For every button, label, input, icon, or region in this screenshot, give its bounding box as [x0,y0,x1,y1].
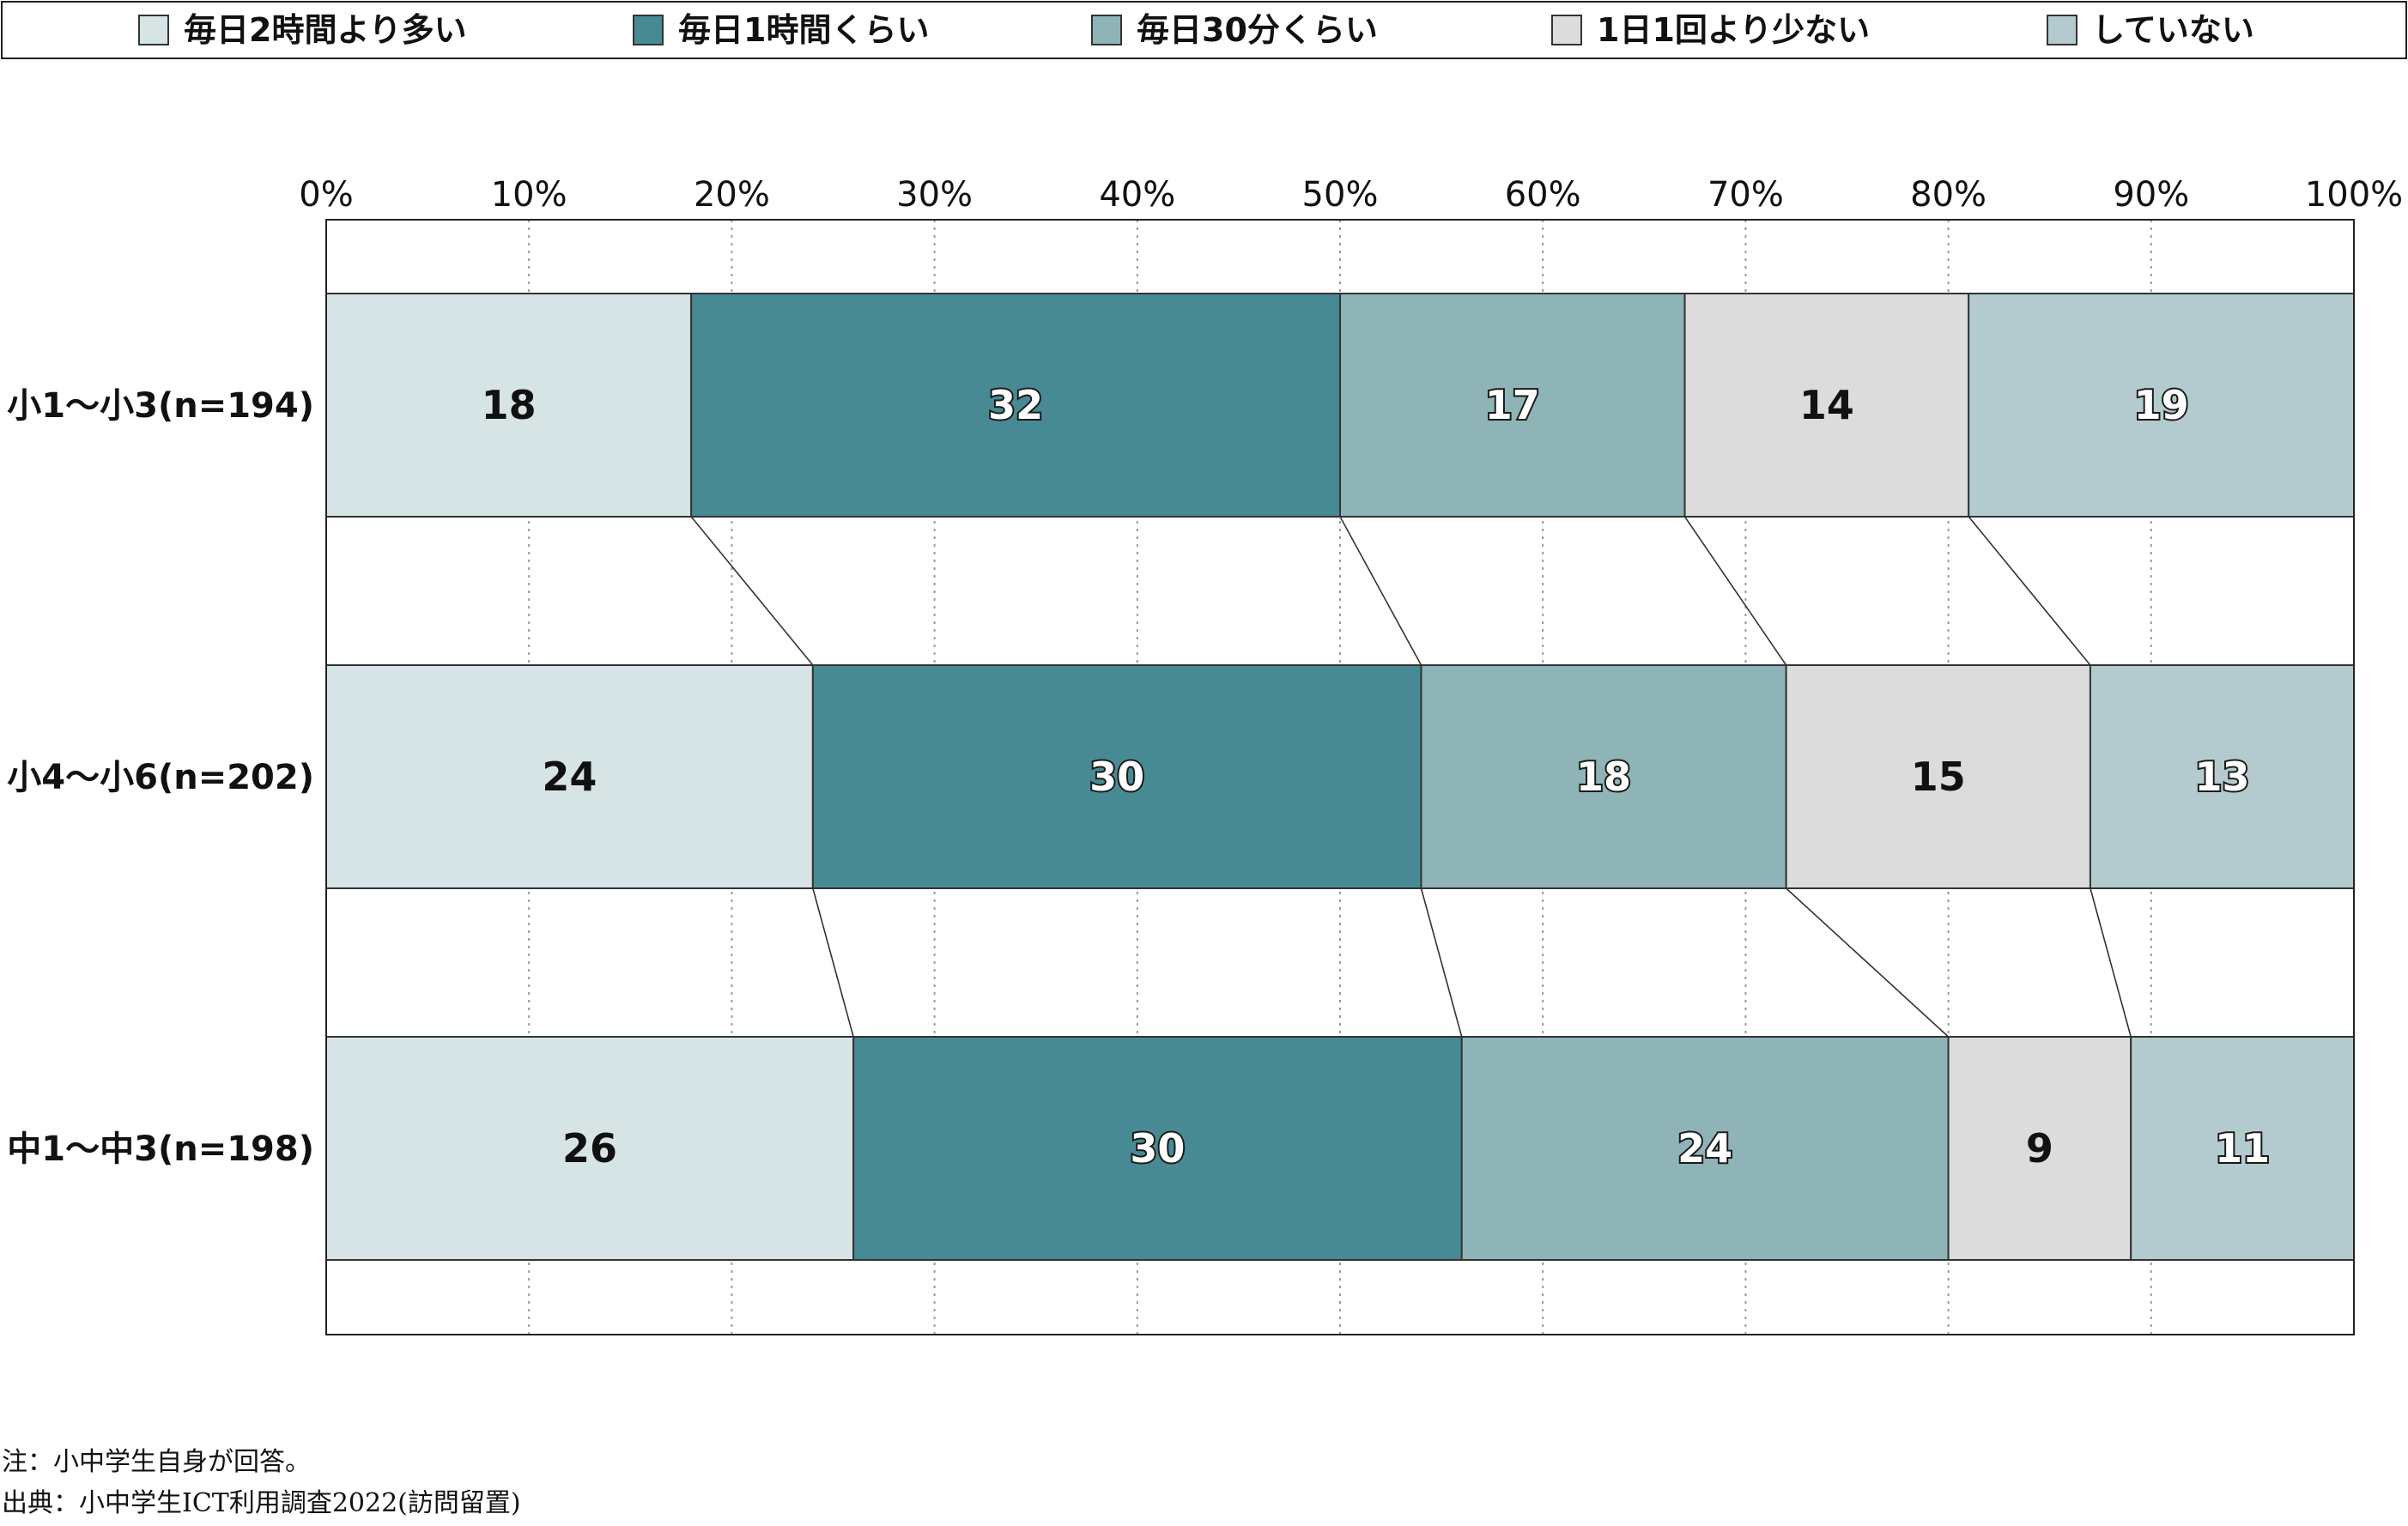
x-tick-label: 50% [1302,175,1379,215]
connector-line [2090,887,2132,1038]
bar-segment [1339,293,1686,518]
x-tick-label: 100% [2305,175,2403,215]
x-tick-label: 10% [491,175,567,215]
connector-line [1339,516,1422,666]
legend-label: 1日1回より少ない [1597,11,1870,49]
legend-swatch [1551,15,1582,45]
x-tick-label: 80% [1910,175,1986,215]
data-label: 17 [1485,382,1540,428]
data-label: 14 [1799,382,1854,428]
legend-swatch [633,15,664,45]
source-text: 出典：小中学生ICT利用調査2022(訪問留置) [2,1488,521,1518]
bar-segment [1968,293,2355,518]
bar-segment [811,664,1422,889]
bar-segment [690,293,1341,518]
data-label: 30 [1130,1125,1185,1172]
data-label: 9 [2026,1125,2053,1172]
bar-segment [1683,293,1970,518]
legend-label: していない [2092,11,2254,49]
bar-segment [2089,664,2355,889]
bar-segment [852,1036,1463,1261]
category-label: 小4〜小6(n=202) [7,758,314,797]
bar-segment [1460,1036,1950,1261]
x-tick-label: 70% [1707,175,1784,215]
category-label: 小1〜小3(n=194) [7,386,314,426]
chart-notes: 注：小中学生自身が回答。 出典：小中学生ICT利用調査2022(訪問留置) [2,1442,521,1524]
data-label: 11 [2215,1125,2270,1172]
connector-line [1786,887,1950,1038]
data-label: 19 [2134,382,2189,428]
plot-frame [325,219,2355,1335]
data-label: 24 [1677,1125,1732,1172]
legend-swatch [1091,15,1122,45]
connector-line [1968,516,2091,666]
x-tick-label: 40% [1099,175,1175,215]
bar-segment [1947,1036,2132,1261]
bar-segment [2130,1036,2355,1261]
legend-swatch [138,15,169,45]
data-label: 18 [1576,754,1631,800]
x-tick-label: 30% [896,175,973,215]
data-label: 24 [542,754,597,800]
legend-label: 毎日2時間より多い [184,11,467,49]
note-text: 注：小中学生自身が回答。 [2,1447,311,1477]
data-label: 18 [482,382,537,428]
data-label: 13 [2194,754,2249,800]
data-label: 15 [1911,754,1966,800]
data-label: 32 [988,382,1043,428]
legend-frame [1,1,2407,59]
x-tick-label: 0% [299,175,353,215]
legend-label: 毎日1時間くらい [678,11,929,49]
bar-segment [1420,664,1787,889]
connector-line [1420,887,1463,1038]
connector-line [1683,516,1787,666]
bar-segment [325,664,814,889]
legend-label: 毎日30分くらい [1137,11,1378,49]
connector-line [812,887,854,1038]
legend-swatch [2047,15,2077,45]
x-tick-label: 60% [1505,175,1581,215]
x-tick-label: 20% [694,175,770,215]
bar-segment [1785,664,2091,889]
x-tick-label: 90% [2113,175,2189,215]
data-label: 30 [1089,754,1144,800]
connector-line [690,516,814,666]
bar-segment [325,1036,855,1261]
category-label: 中1〜中3(n=198) [7,1129,314,1169]
bar-segment [325,293,693,518]
data-label: 26 [562,1125,617,1172]
